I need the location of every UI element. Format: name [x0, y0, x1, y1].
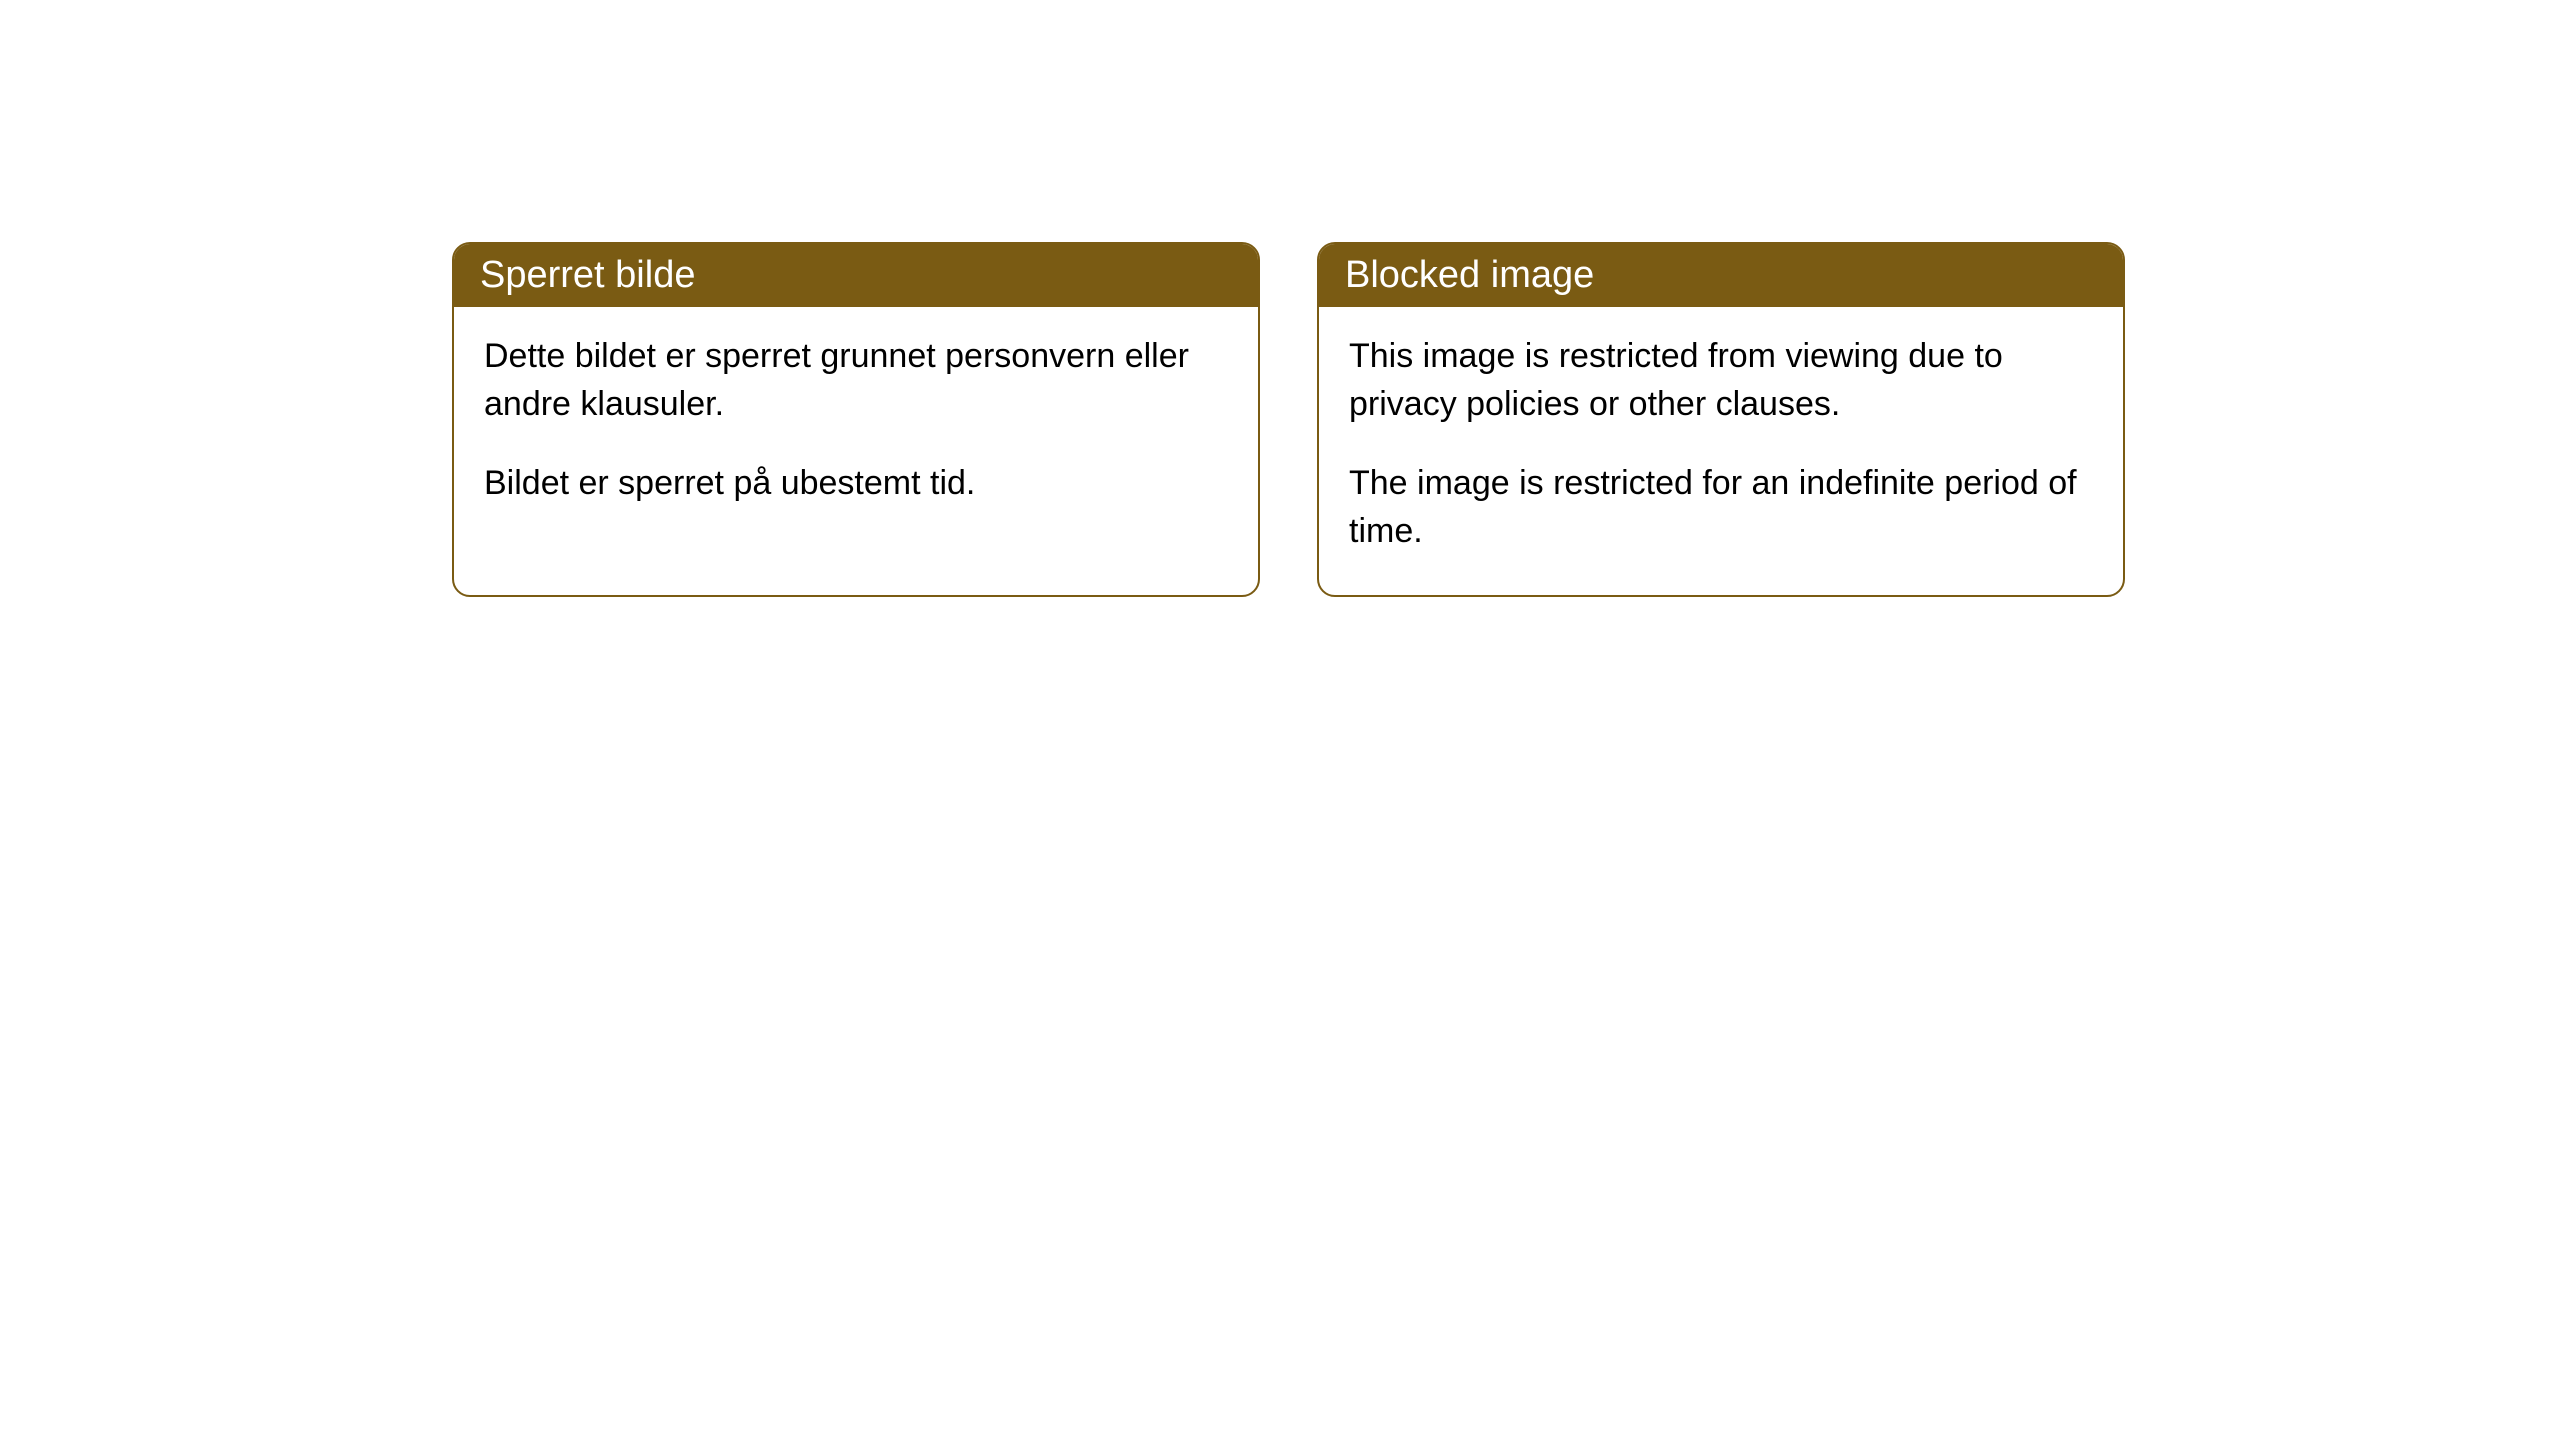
card-paragraph: Dette bildet er sperret grunnet personve… — [484, 333, 1228, 428]
card-paragraph: Bildet er sperret på ubestemt tid. — [484, 460, 1228, 508]
info-card-norwegian: Sperret bilde Dette bildet er sperret gr… — [452, 242, 1260, 597]
cards-container: Sperret bilde Dette bildet er sperret gr… — [452, 242, 2560, 597]
card-paragraph: This image is restricted from viewing du… — [1349, 333, 2093, 428]
card-header: Sperret bilde — [454, 244, 1258, 307]
info-card-english: Blocked image This image is restricted f… — [1317, 242, 2125, 597]
card-paragraph: The image is restricted for an indefinit… — [1349, 460, 2093, 555]
card-body: Dette bildet er sperret grunnet personve… — [454, 307, 1258, 548]
card-body: This image is restricted from viewing du… — [1319, 307, 2123, 595]
card-header: Blocked image — [1319, 244, 2123, 307]
